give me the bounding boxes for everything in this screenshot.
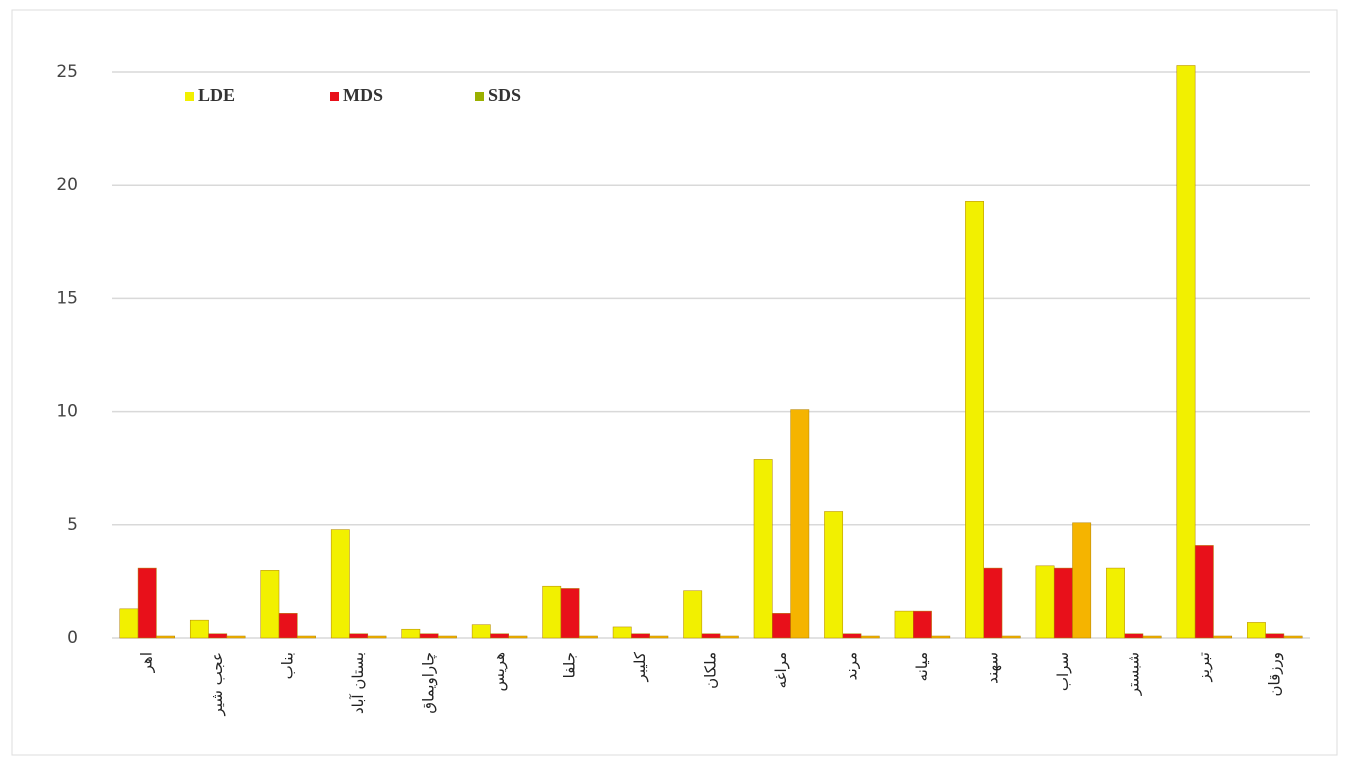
bar bbox=[1001, 635, 1021, 639]
bar bbox=[1035, 565, 1055, 639]
bar bbox=[1213, 635, 1233, 639]
x-tick-label: تبریز bbox=[1195, 652, 1213, 682]
x-tick-label: هریس bbox=[490, 652, 508, 692]
bar bbox=[1053, 567, 1073, 639]
chart-frame bbox=[11, 9, 1338, 756]
bar bbox=[701, 633, 721, 639]
bar bbox=[983, 567, 1003, 639]
x-tick-label: ورزقان bbox=[1265, 652, 1283, 697]
bar bbox=[894, 610, 914, 639]
bar bbox=[367, 635, 387, 639]
bar bbox=[508, 635, 528, 639]
legend-swatch bbox=[330, 92, 339, 101]
x-tick-label: بستان آباد bbox=[349, 652, 367, 714]
bar bbox=[471, 624, 491, 639]
bar bbox=[790, 409, 810, 639]
bar bbox=[401, 628, 421, 639]
x-tick-label: ملکان bbox=[702, 652, 720, 689]
bar bbox=[683, 590, 703, 639]
legend-label: SDS bbox=[488, 85, 521, 105]
legend-swatch bbox=[475, 92, 484, 101]
y-tick-label: 25 bbox=[56, 62, 78, 82]
bar bbox=[1176, 65, 1196, 639]
y-tick-label: 5 bbox=[67, 515, 78, 535]
bar bbox=[719, 635, 739, 639]
bar bbox=[649, 635, 669, 639]
x-tick-label: شبستر bbox=[1124, 652, 1142, 696]
bar bbox=[1194, 545, 1214, 639]
x-tick-label: بناب bbox=[279, 652, 297, 679]
x-tick-label: چاراویماق bbox=[420, 652, 438, 714]
bar bbox=[119, 608, 139, 639]
bar bbox=[860, 635, 880, 639]
bar bbox=[330, 529, 350, 639]
bar bbox=[189, 619, 209, 639]
bar bbox=[137, 567, 157, 639]
bar bbox=[772, 613, 791, 639]
bar bbox=[1142, 635, 1162, 639]
bar bbox=[612, 626, 632, 639]
y-tick-label: 0 bbox=[67, 628, 78, 648]
x-tick-label: عجب شیر bbox=[208, 652, 226, 717]
x-tick-label: سهند bbox=[983, 652, 1001, 684]
bar bbox=[1247, 622, 1266, 639]
x-tick-label: مرند bbox=[842, 652, 860, 680]
bar bbox=[631, 633, 650, 639]
x-tick-label: جلفا bbox=[561, 652, 579, 678]
bar bbox=[753, 459, 773, 639]
bar bbox=[913, 610, 932, 639]
y-tick-label: 15 bbox=[56, 288, 78, 308]
bar bbox=[1072, 522, 1092, 639]
x-tick-label: میانه bbox=[913, 652, 931, 681]
x-tick-label: مراغه bbox=[772, 652, 790, 688]
bar bbox=[260, 570, 280, 639]
x-tick-label: سراب bbox=[1054, 652, 1072, 691]
legend-swatch bbox=[185, 92, 194, 101]
bar bbox=[842, 633, 862, 639]
bar bbox=[965, 201, 984, 639]
x-tick-label: کلیبر bbox=[631, 651, 649, 682]
bar bbox=[560, 588, 580, 639]
bar bbox=[438, 635, 457, 639]
bar bbox=[226, 635, 246, 639]
x-tick-label: اهر bbox=[138, 652, 156, 673]
bar bbox=[1283, 635, 1303, 639]
bar bbox=[1124, 633, 1144, 639]
bar bbox=[1106, 567, 1125, 639]
bar bbox=[156, 635, 175, 639]
bar bbox=[542, 585, 562, 639]
bar bbox=[1265, 633, 1285, 639]
bar bbox=[278, 613, 298, 639]
legend-label: MDS bbox=[343, 85, 383, 105]
bar bbox=[297, 635, 316, 639]
bar bbox=[578, 635, 598, 639]
bar bbox=[824, 511, 844, 639]
bar bbox=[490, 633, 509, 639]
bar bbox=[349, 633, 369, 639]
y-tick-label: 20 bbox=[56, 175, 78, 195]
legend-label: LDE bbox=[198, 85, 235, 105]
bar bbox=[208, 633, 228, 639]
bar bbox=[419, 633, 439, 639]
bar bbox=[931, 635, 951, 639]
y-tick-label: 10 bbox=[56, 402, 78, 422]
